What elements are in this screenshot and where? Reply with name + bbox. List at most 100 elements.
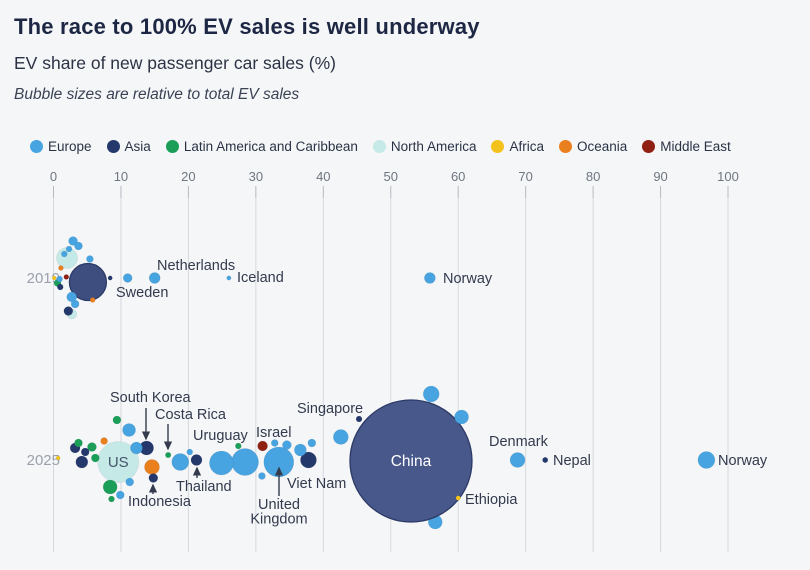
axis-tick-label-0: 0 [50,169,57,184]
bubble [74,438,83,448]
bubble [87,442,97,452]
bubble [108,495,115,503]
bubble [231,448,259,476]
bubble [270,439,279,447]
legend-item-middle-east: Middle East [642,139,731,154]
bubble [86,255,94,263]
legend-label: Middle East [660,139,731,154]
bubble [51,275,57,281]
page-title: The race to 100% EV sales is well underw… [14,14,480,39]
country-label-thailand: Thailand [176,479,232,495]
bubble [130,441,143,455]
bubble [171,453,190,471]
bubble [333,429,349,445]
legend-label: Europe [48,139,92,154]
bubble [422,385,440,403]
legend-item-oceania: Oceania [558,139,628,154]
bubble [68,236,78,246]
bubble-nepal-2025 [542,456,549,463]
bubble [65,245,73,253]
bubble [70,299,80,309]
country-label-south-korea: South Korea [110,390,192,406]
country-label-sweden: Sweden [116,285,168,301]
bubble-singapore-2025 [355,415,363,423]
country-label-uruguay: Uruguay [193,428,249,444]
bubble [258,472,266,480]
legend-label: Latin America and Caribbean [183,139,358,154]
bubble-indonesia-2025 [148,473,159,483]
country-label-netherlands: Netherlands [157,258,235,274]
bubble [122,423,136,437]
country-label-viet-nam: Viet Nam [287,476,346,492]
bubble-costa-rica-2025 [165,451,172,459]
bubble-china-2025-label: China [391,453,432,470]
legend-item-asia: Asia [106,139,151,154]
row-label-2019: 2019 [27,270,60,287]
bubble [60,250,68,258]
row-label-2025: 2025 [27,452,60,469]
axis-tick-label-30: 30 [249,169,263,184]
axis-tick-label-90: 90 [653,169,667,184]
bubble [307,438,317,448]
bubble [100,437,108,445]
legend-label: Oceania [576,139,628,154]
bubble-size-note: Bubble sizes are relative to total EV sa… [14,86,300,103]
bubble [63,306,74,316]
country-label-norway: Norway [718,453,768,469]
bubble [454,409,469,425]
bubble [294,443,307,457]
chart-subtitle: EV share of new passenger car sales (%) [14,53,336,73]
bubble [58,265,64,271]
bubble-norway-2025 [697,451,716,469]
bubble [89,297,96,303]
axis-tick-label-20: 20 [181,169,195,184]
legend-label: Asia [124,139,151,154]
country-label-costa-rica: Costa Rica [155,407,227,423]
bubble-sweden-2019 [122,273,133,283]
bubble-israel-2025 [257,440,268,452]
legend-dot [491,140,505,153]
bubble [282,440,292,450]
country-label-norway: Norway [443,271,493,287]
country-label-nepal: Nepal [553,453,591,469]
legend-item-africa: Africa [491,139,544,154]
bubble-china-2019 [68,262,108,302]
country-label-iceland: Iceland [237,270,284,286]
legend-dot [372,140,386,153]
bubble [102,479,118,495]
bubble [55,455,61,461]
bubble [125,477,135,487]
bubble-thailand-2025 [190,454,203,466]
axis-tick-label-10: 10 [114,169,128,184]
bubble-china-2025 [349,399,473,523]
bubble [112,415,122,425]
legend-dot [30,140,43,153]
bubble [75,455,89,469]
bubble [186,448,194,456]
country-label-denmark: Denmark [489,434,549,450]
axis-tick-label-70: 70 [518,169,532,184]
country-label-singapore: Singapore [297,401,363,417]
bubble [209,450,234,476]
legend-item-north-america: North America [372,139,477,154]
bubble-uruguay-2025 [235,442,242,450]
bubble [107,275,113,281]
bubble [63,274,70,280]
axis-tick-label-100: 100 [717,169,739,184]
legend-label: North America [390,139,477,154]
bubble [56,275,63,283]
axis-tick-label-50: 50 [384,169,398,184]
legend-dot [165,140,179,153]
bubble-norway-2019 [424,272,436,284]
country-label-ethiopia: Ethiopia [465,492,518,508]
axis-tick-label-80: 80 [586,169,600,184]
bubble [80,447,90,457]
legend-dot [558,140,572,153]
bubble [74,241,83,251]
bubble [115,490,125,500]
bubble [56,283,64,291]
bubble-us-2025 [97,441,140,483]
country-label-indonesia: Indonesia [128,494,192,510]
bubble-iceland-2019 [226,275,232,281]
legend-item-latin-america-and-caribbean: Latin America and Caribbean [165,139,358,154]
